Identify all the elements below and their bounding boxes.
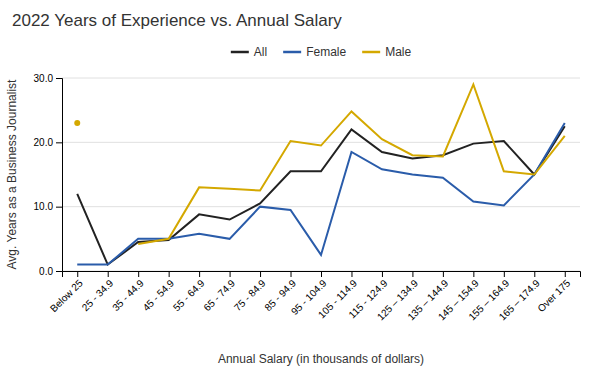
x-tick-label: 75 - 84.9	[232, 277, 268, 313]
y-axis-title: Avg. Years as a Business Journalist	[5, 79, 19, 270]
legend: All Female Male	[231, 45, 412, 59]
grid-line	[62, 78, 580, 79]
x-tick-label: 55 - 64.9	[171, 277, 207, 313]
legend-swatch	[283, 51, 301, 54]
series	[74, 84, 565, 244]
x-tick-mark	[230, 271, 231, 277]
x-tick-mark	[351, 271, 352, 277]
legend-item: Male	[362, 45, 411, 59]
x-tick-mark	[412, 271, 413, 277]
x-axis: Below 2525 - 34.935 - 44.945 - 54.955 - …	[48, 271, 581, 322]
x-tick-mark	[199, 271, 200, 277]
x-tick-mark	[77, 271, 78, 277]
y-tick-mark	[56, 207, 62, 208]
y-tick-mark	[56, 78, 62, 79]
legend-item: All	[231, 45, 267, 59]
x-tick-mark	[443, 271, 444, 277]
x-tick-mark	[321, 271, 322, 277]
x-tick-mark	[504, 271, 505, 277]
y-tick: 30.0	[34, 73, 62, 84]
plot-area: 0.0 10.0 20.0 30.0 Below 2525 - 34.935 - 44.…	[34, 73, 581, 323]
y-tick-label: 30.0	[34, 73, 54, 84]
y-axis-line	[56, 79, 63, 272]
x-tick-label: 35 - 44.9	[110, 277, 146, 313]
x-axis-line	[63, 272, 581, 278]
x-tick-mark	[260, 271, 261, 277]
x-tick: Below 25	[48, 271, 85, 314]
legend-label: All	[254, 45, 267, 59]
legend-label: Female	[306, 45, 346, 59]
x-tick-label: 165 – 174.9	[497, 277, 542, 322]
legend-swatch	[231, 51, 249, 54]
y-tick-label: 0.0	[39, 266, 53, 277]
legend-swatch	[362, 51, 380, 54]
x-tick-mark	[382, 271, 383, 277]
y-tick-label: 10.0	[34, 201, 54, 212]
x-tick-label: 45 - 54.9	[141, 277, 177, 313]
x-tick-label: Over 175	[535, 277, 572, 314]
y-tick-mark	[56, 142, 62, 143]
series-group	[74, 84, 565, 264]
x-tick-label: Below 25	[48, 277, 85, 314]
y-tick-label: 20.0	[34, 137, 54, 148]
grid-line	[62, 206, 580, 207]
series-line	[77, 126, 565, 264]
x-tick-mark	[565, 271, 566, 277]
y-tick: 20.0	[34, 137, 62, 148]
x-tick-label: 65 - 74.9	[201, 277, 237, 313]
series-point	[74, 120, 80, 126]
chart-title: 2022 Years of Experience vs. Annual Sala…	[12, 11, 342, 30]
series-line	[138, 84, 565, 244]
x-tick: 165 – 174.9	[497, 271, 542, 322]
legend-label: Male	[385, 45, 411, 59]
y-tick: 10.0	[34, 201, 62, 212]
x-tick-mark	[108, 271, 109, 277]
x-tick-mark	[138, 271, 139, 277]
y-tick: 0.0	[39, 266, 62, 277]
x-tick-label: 25 - 34.9	[80, 277, 116, 313]
chart-svg: 0.0 10.0 20.0 30.0 Below 2525 - 34.935 - 44.…	[0, 0, 600, 371]
x-tick-mark	[473, 271, 474, 277]
x-tick-mark	[534, 271, 535, 277]
y-tick-mark	[56, 271, 62, 272]
grid	[62, 78, 580, 271]
x-tick-mark	[169, 271, 170, 277]
x-tick-mark	[291, 271, 292, 277]
x-tick: Over 175	[535, 271, 572, 314]
legend-item: Female	[283, 45, 346, 59]
series	[77, 126, 565, 264]
x-axis-title: Annual Salary (in thousands of dollars)	[218, 352, 424, 366]
y-axis: 0.0 10.0 20.0 30.0	[34, 73, 63, 277]
